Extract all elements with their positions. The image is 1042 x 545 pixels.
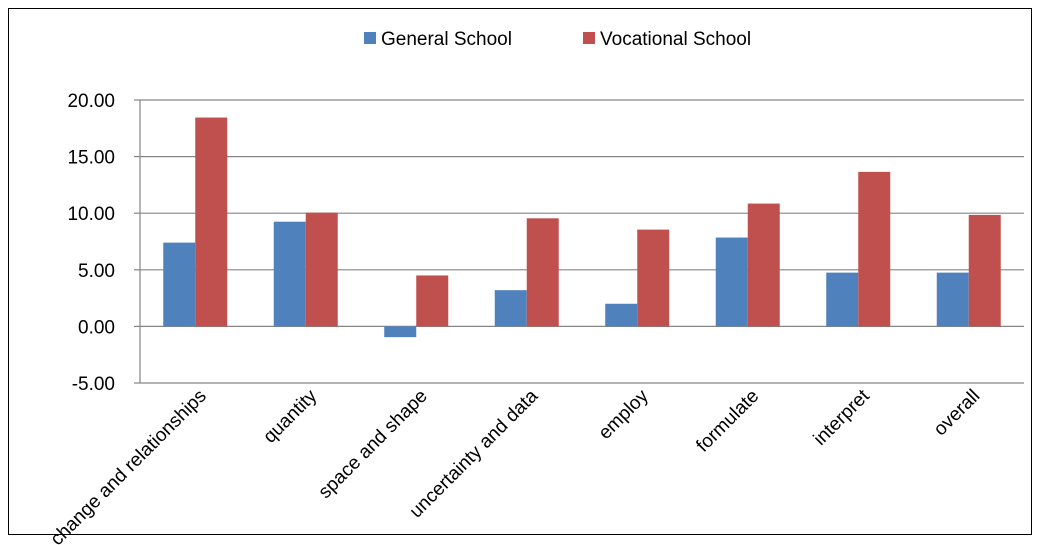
y-tick-label: 5.00	[78, 261, 115, 282]
category-label: interpret	[810, 385, 875, 450]
bar-general-3	[494, 290, 527, 327]
legend: General School Vocational School	[364, 29, 751, 50]
bar-vocational-1	[305, 212, 338, 327]
bar-general-5	[715, 237, 748, 327]
category-label: overall	[930, 386, 984, 440]
y-tick-label: 20.00	[67, 91, 115, 112]
y-tick-label: 15.00	[67, 148, 115, 169]
bar-general-7	[936, 272, 969, 327]
y-tick-label: 0.00	[78, 317, 115, 338]
legend-label-general: General School	[381, 29, 512, 50]
bar-vocational-0	[195, 117, 228, 327]
bar-general-0	[163, 242, 196, 327]
bar-general-2	[384, 326, 417, 338]
y-tick-label: 10.00	[67, 204, 115, 225]
gridlines	[140, 99, 1024, 384]
bar-vocational-5	[747, 203, 780, 327]
bar-general-4	[605, 303, 638, 327]
legend-swatch-general	[364, 32, 376, 44]
category-label: quantity	[259, 385, 321, 447]
bars	[163, 117, 1001, 338]
bar-vocational-2	[416, 275, 449, 327]
category-label: formulate	[692, 386, 763, 457]
bar-vocational-7	[968, 214, 1001, 327]
category-label: employ	[595, 385, 654, 444]
y-axis: -5.00 0.00 5.00 10.00 15.00 20.00	[67, 91, 141, 395]
bar-general-6	[826, 272, 859, 327]
bar-vocational-4	[637, 229, 670, 327]
y-tick-label: -5.00	[72, 374, 115, 395]
bar-vocational-3	[526, 218, 559, 327]
bar-vocational-6	[858, 171, 891, 327]
category-label: space and shape	[315, 386, 432, 503]
legend-label-vocational: Vocational School	[600, 29, 751, 50]
category-label: change and relationships	[47, 386, 211, 545]
legend-swatch-vocational	[583, 32, 595, 44]
bar-general-1	[273, 221, 306, 327]
